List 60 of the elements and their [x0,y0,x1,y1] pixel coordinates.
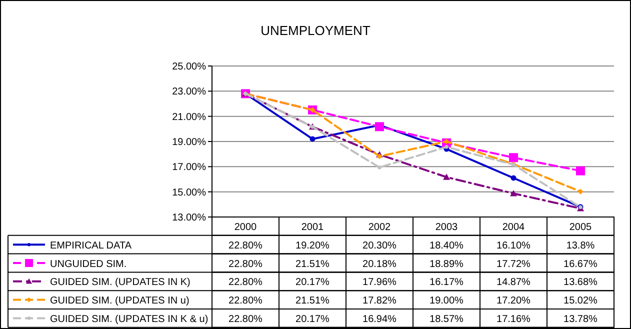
y-tick-label: 21.00% [172,112,206,123]
data-label: 22.80% [228,296,263,307]
x-tick-label: 2004 [502,222,526,233]
point [376,154,382,160]
point [375,122,384,132]
data-label: 22.80% [228,240,263,252]
point [509,153,518,162]
y-tick-label: 19.00% [172,137,206,148]
data-label: 22.80% [228,258,263,270]
data-label: 16.67% [564,258,598,270]
x-tick-label: 2001 [301,222,324,233]
data-label: 20.30% [362,240,397,252]
y-tick-label: 15.00% [172,187,206,198]
legend-label: GUIDED SIM. (UPDATES IN K & u) [50,314,208,325]
data-label: 19.00% [430,296,464,307]
data-label: 21.51% [296,258,330,270]
data-label: 14.87% [496,277,531,288]
data-label: 22.80% [228,277,263,288]
point [578,188,584,194]
data-label: 16.94% [362,314,397,325]
data-label: 16.17% [430,277,464,288]
data-label: 17.16% [496,314,531,325]
data-label: 21.51% [296,296,330,307]
point [510,175,516,181]
data-label: 20.18% [362,258,397,270]
data-label: 20.17% [296,314,330,325]
data-label: 22.80% [228,314,263,325]
y-tick-label: 13.00% [172,212,206,224]
point [378,165,382,170]
legend-label: GUIDED SIM. (UPDATES IN K) [50,277,190,288]
data-label: 17.96% [362,277,397,288]
data-label: 19.20% [296,240,330,252]
x-tick-label: 2003 [435,222,458,233]
point [444,144,448,149]
chart-title: UNEMPLOYMENT [260,23,370,38]
legend-label: GUIDED SIM. (UPDATES IN u) [50,296,190,307]
y-tick-label: 23.00% [172,86,206,98]
data-label: 15.02% [564,296,598,307]
data-label: 16.10% [496,240,531,252]
data-label: 13.78% [564,314,598,325]
y-tick-label: 25.00% [172,62,206,72]
legend-label: EMPIRICAL DATA [50,240,132,252]
data-label: 17.20% [496,296,531,307]
data-label: 13.68% [564,277,598,288]
data-label: 20.17% [296,277,330,288]
data-label: 18.57% [430,314,464,325]
legend-label: UNGUIDED SIM. [50,258,127,270]
data-label: 18.40% [430,240,464,252]
point [576,166,585,176]
point [443,174,450,180]
data-label: 17.82% [362,296,397,307]
data-label: 17.72% [496,258,531,270]
x-tick-label: 2002 [368,222,392,233]
data-label: 13.8% [566,240,595,252]
x-tick-label: 2005 [569,222,592,233]
point [510,190,517,196]
x-tick-label: 2000 [234,222,258,233]
data-label: 18.89% [430,258,464,270]
y-tick-label: 17.00% [172,162,206,174]
point [310,136,316,142]
